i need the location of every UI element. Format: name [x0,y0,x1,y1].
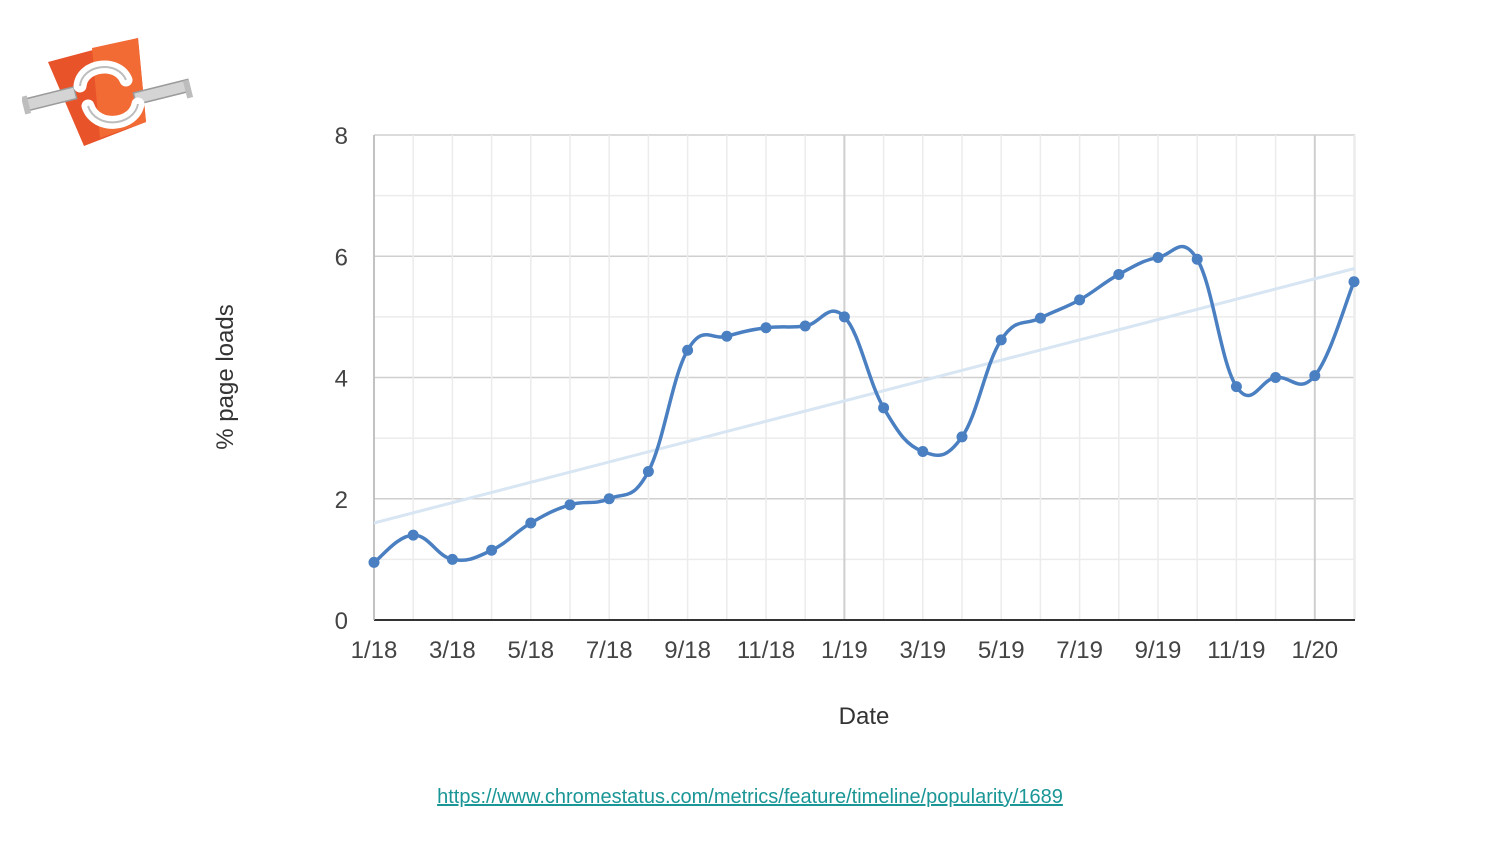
data-point [799,320,811,332]
data-point [721,330,733,342]
data-point [917,445,929,457]
data-point [446,553,458,565]
data-point [1230,381,1242,393]
source-link-container: https://www.chromestatus.com/metrics/fea… [0,786,1500,809]
data-point [1348,276,1360,288]
x-tick-label: 9/19 [1135,637,1182,664]
data-point [368,556,380,568]
x-tick-label: 9/18 [664,637,711,664]
y-tick-label: 0 [335,608,348,635]
x-tick-label: 5/18 [507,637,554,664]
x-tick-label: 5/19 [978,637,1025,664]
y-tick-labels: 0 2 4 6 8 [335,123,348,635]
source-link[interactable]: https://www.chromestatus.com/metrics/fea… [437,786,1063,808]
data-point [838,311,850,323]
x-tick-label: 11/19 [1207,637,1265,664]
data-point [1191,253,1203,265]
data-point [564,499,576,511]
x-tick-labels: 1/18 3/18 5/18 7/18 9/18 11/18 1/19 3/19 5/19 7/1… [351,637,1339,664]
x-tick-label: 1/19 [821,637,868,664]
y-tick-label: 4 [335,366,348,393]
x-tick-label: 1/18 [351,637,398,664]
data-point [525,517,537,529]
x-tick-label: 7/19 [1056,637,1103,664]
y-axis-title: % page loads [212,304,239,449]
data-point [603,493,615,505]
data-point [1270,372,1282,383]
x-tick-label: 3/18 [429,637,476,664]
data-point [1152,251,1164,263]
y-tick-label: 6 [335,244,348,271]
data-point [682,344,694,356]
x-tick-label: 1/20 [1291,637,1338,664]
data-point [878,402,890,414]
grid-lines [373,134,1356,621]
data-point [407,529,419,541]
x-tick-label: 3/19 [899,637,946,664]
x-tick-label: 7/18 [586,637,633,664]
data-point [1074,294,1086,306]
logo-icon [22,38,194,146]
y-tick-label: 2 [335,487,348,514]
data-point [1034,312,1046,324]
data-point [642,465,654,477]
x-axis-title: Date [839,703,890,730]
data-points [368,251,1360,568]
axes [373,135,1355,621]
series-line [372,244,1356,564]
data-point [486,544,498,556]
data-point [956,431,968,443]
trend-line [373,266,1356,525]
data-point [1309,370,1321,382]
y-tick-label: 8 [335,123,348,150]
data-point [1113,268,1125,280]
data-point [995,334,1007,346]
x-tick-label: 11/18 [737,637,795,664]
data-point [760,322,772,334]
